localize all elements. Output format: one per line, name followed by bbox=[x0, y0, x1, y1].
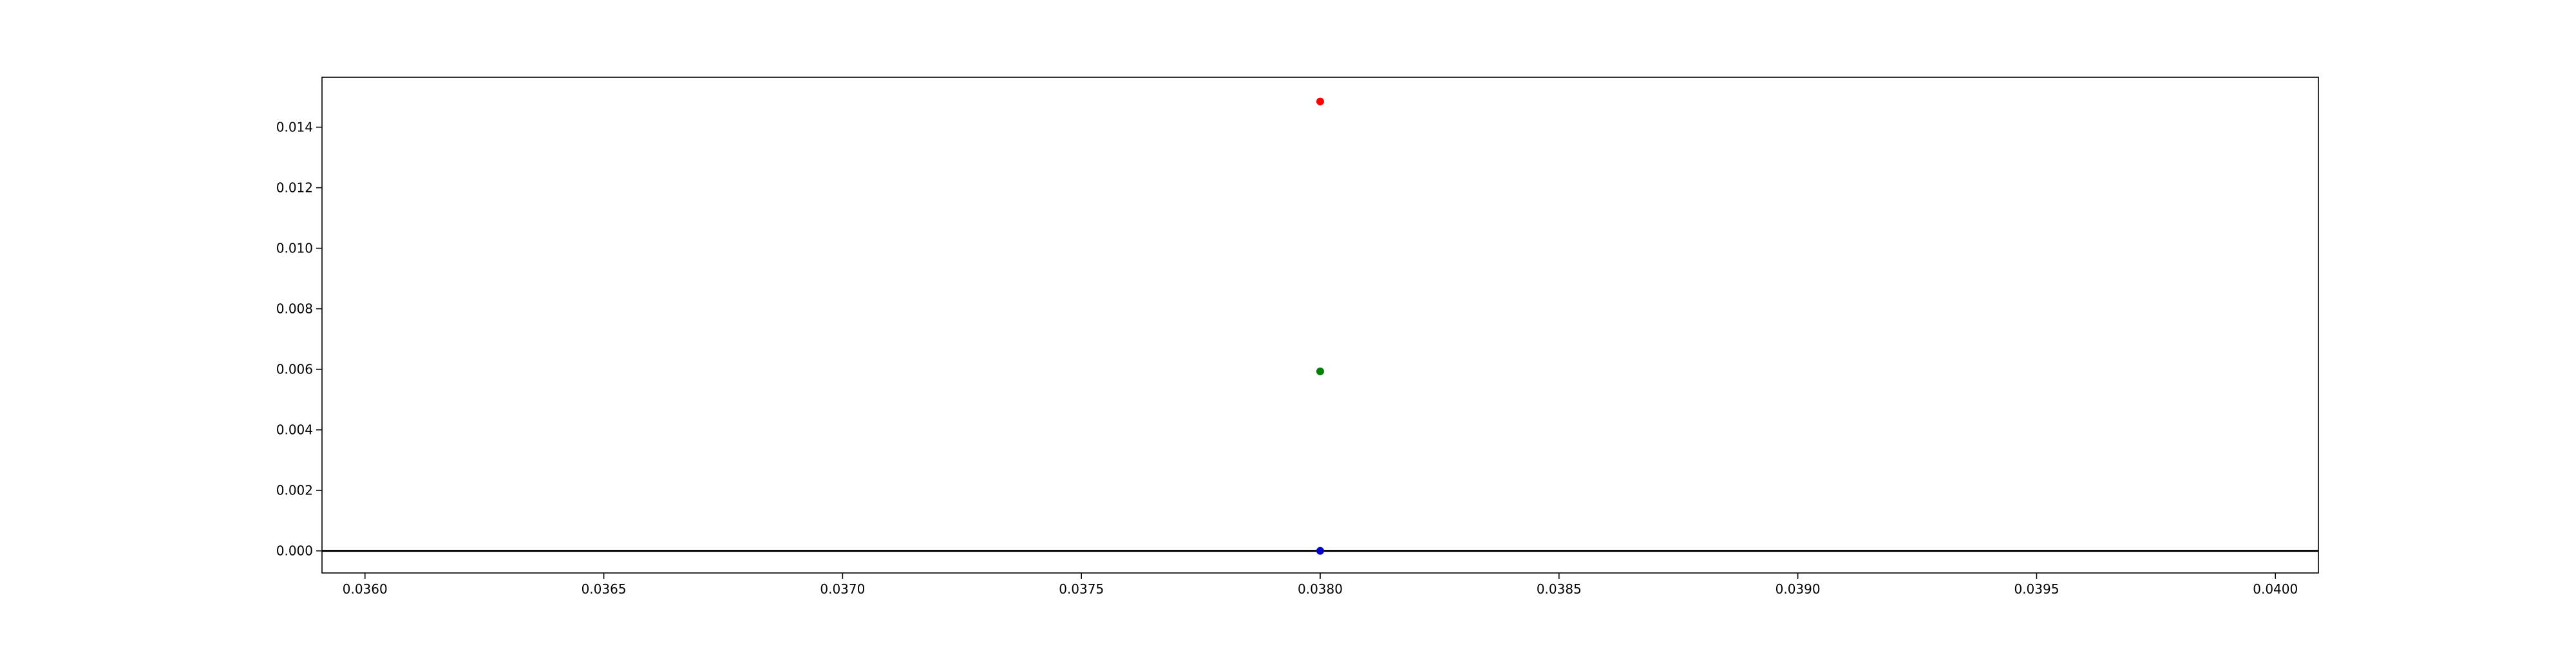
y-tick-label: 0.010 bbox=[276, 241, 313, 256]
x-tick-label: 0.0380 bbox=[1298, 581, 1343, 597]
x-tick-label: 0.0400 bbox=[2253, 581, 2298, 597]
y-tick-label: 0.008 bbox=[276, 301, 313, 317]
y-axis-ticks: 0.000 0.002 0.004 0.006 0.008 0.010 0.012 0.014 bbox=[276, 120, 322, 559]
x-axis-ticks: 0.0360 0.0365 0.0370 0.0375 0.0380 0.0385 0.03… bbox=[343, 573, 2298, 597]
data-points bbox=[1316, 97, 1324, 555]
x-tick-label: 0.0365 bbox=[582, 581, 627, 597]
y-tick-label: 0.000 bbox=[276, 543, 313, 559]
x-tick-label: 0.0390 bbox=[1776, 581, 1821, 597]
x-tick-label: 0.0370 bbox=[820, 581, 865, 597]
plot-frame bbox=[321, 77, 2319, 574]
y-tick-label: 0.006 bbox=[276, 362, 313, 377]
y-tick-label: 0.002 bbox=[276, 483, 313, 498]
x-tick-label: 0.0385 bbox=[1537, 581, 1582, 597]
data-point-3 bbox=[1316, 547, 1324, 555]
y-tick-label: 0.014 bbox=[276, 120, 313, 135]
data-point-1 bbox=[1316, 97, 1324, 106]
y-tick-label: 0.004 bbox=[276, 422, 313, 438]
plot-background bbox=[322, 77, 2318, 573]
y-tick-label: 0.012 bbox=[276, 180, 313, 196]
x-tick-label: 0.0395 bbox=[2014, 581, 2059, 597]
data-point-2 bbox=[1316, 367, 1324, 375]
x-tick-label: 0.0375 bbox=[1059, 581, 1104, 597]
x-tick-label: 0.0360 bbox=[343, 581, 388, 597]
